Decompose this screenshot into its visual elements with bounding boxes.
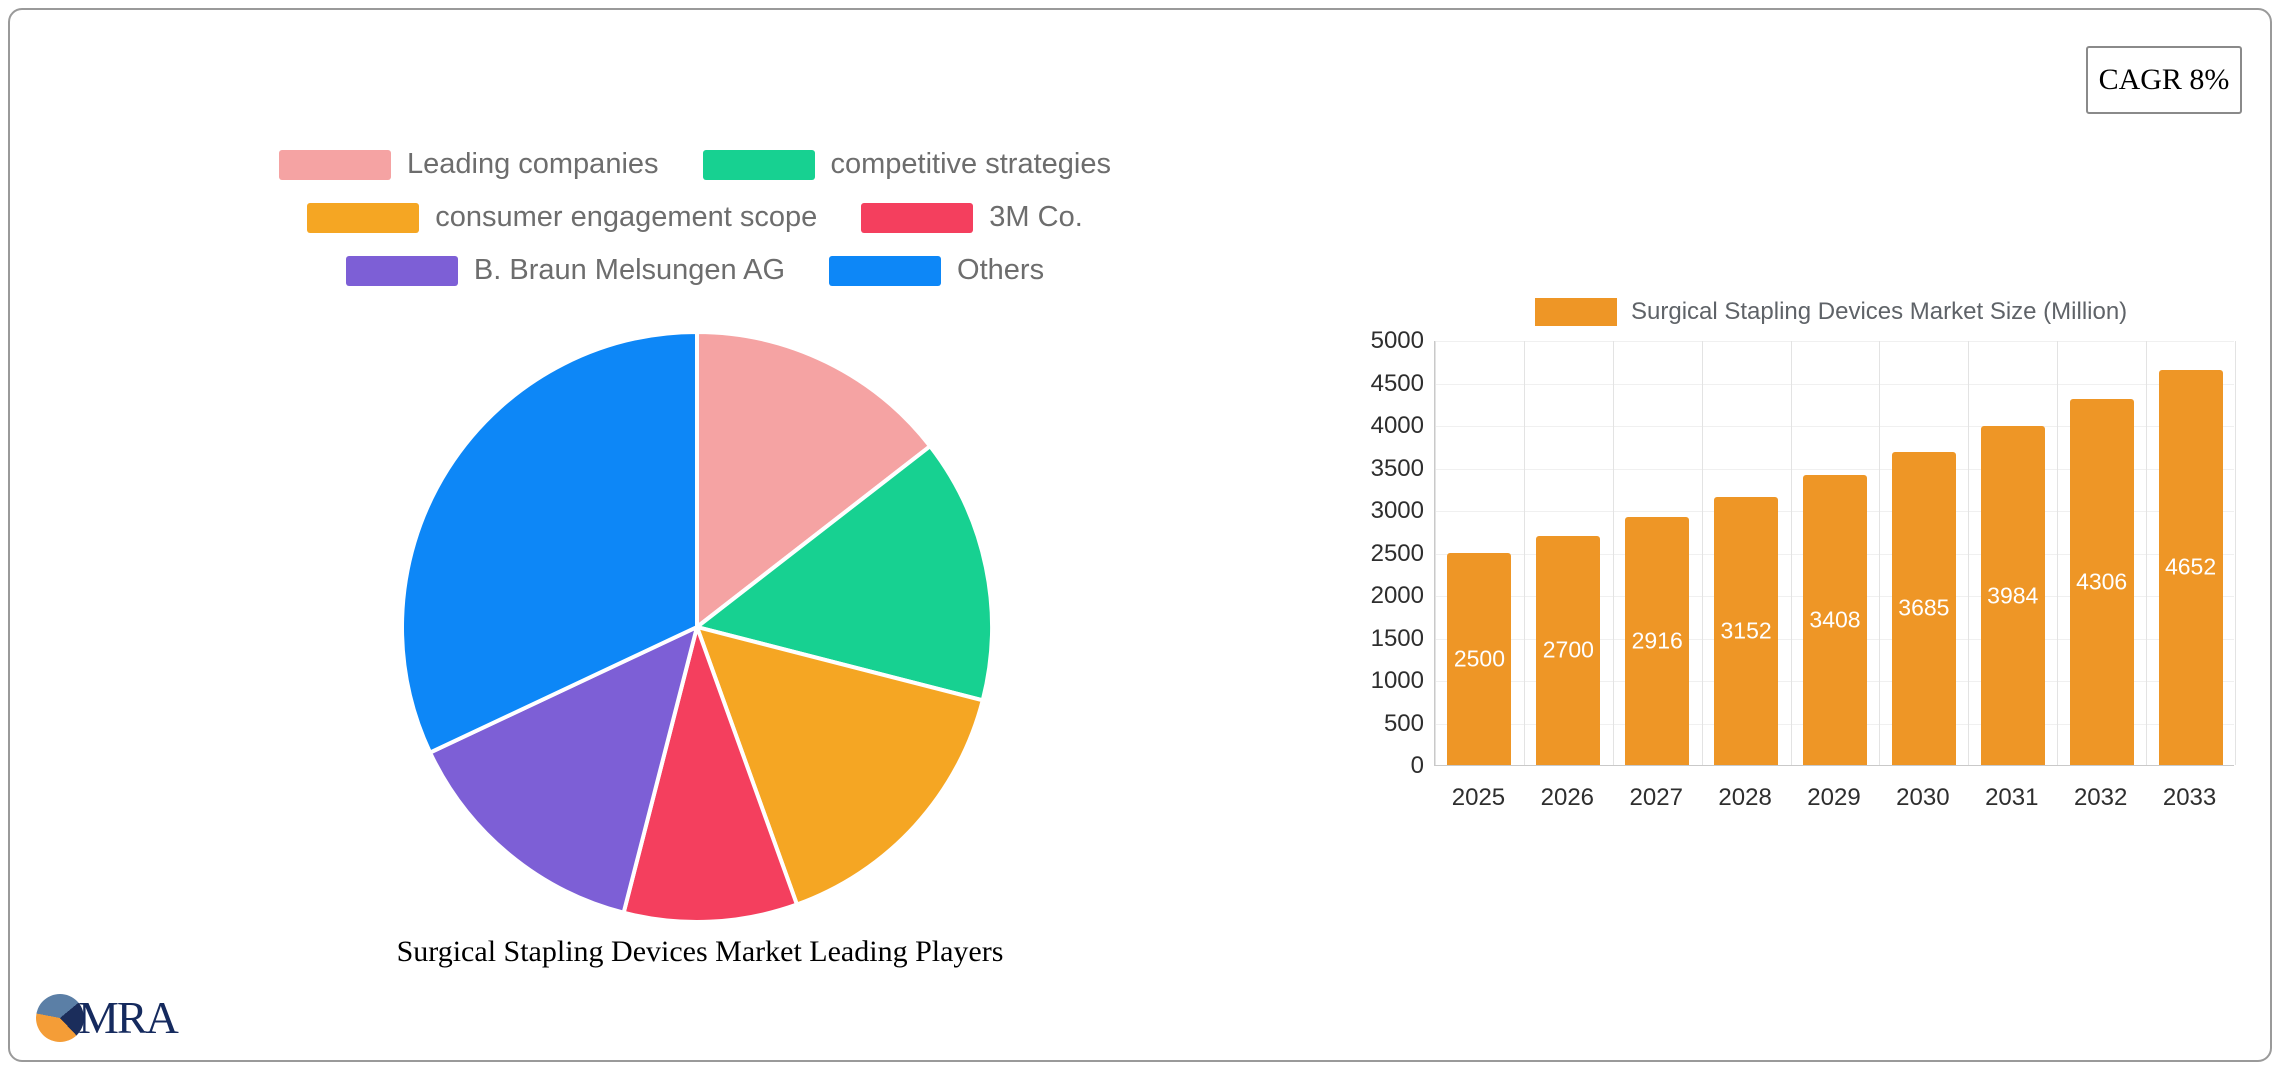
y-tick-label: 1500: [1370, 624, 1424, 652]
legend-item: Others: [829, 254, 1044, 287]
pie-legend-row: B. Braun Melsungen AG Others: [50, 254, 1340, 287]
x-tick-label: 2028: [1718, 784, 1772, 811]
y-tick-label: 4000: [1370, 412, 1424, 439]
v-gridline: [2146, 341, 2148, 765]
pie-chart-title: Surgical Stapling Devices Market Leading…: [396, 935, 1004, 968]
logo-text: MRA: [78, 992, 179, 1043]
x-axis: 2025 2026 2027 2028 2029 2030 2031 2032 2033: [1434, 784, 2234, 816]
y-tick-label: 2000: [1370, 582, 1424, 609]
x-tick-label: 2032: [2073, 784, 2128, 811]
x-tick-label: 2025: [1451, 784, 1506, 811]
v-gridline: [1790, 341, 1792, 765]
legend-swatch: [345, 255, 458, 286]
report-card: CAGR 8% Leading companies competitive str…: [8, 8, 2272, 1062]
v-gridline: [1879, 341, 1881, 765]
bar-value-label: 3984: [1987, 582, 2039, 609]
bar-value-label: 4306: [2076, 568, 2128, 595]
x-tick-label: 2030: [1896, 784, 1950, 811]
logo-pie-icon: [36, 994, 84, 1042]
legend-label: Others: [957, 254, 1045, 286]
bar: 2500: [1447, 552, 1512, 765]
cagr-badge: CAGR 8%: [2086, 46, 2242, 114]
pie-slice: [621, 625, 799, 924]
bar-value-label: 2700: [1542, 636, 1594, 663]
y-tick-label: 1000: [1370, 667, 1424, 694]
pie-legend: Leading companies competitive strategies c…: [50, 148, 1340, 307]
v-gridline: [1612, 341, 1614, 765]
pie-svg: [400, 330, 994, 924]
bar: 2700: [1536, 535, 1601, 765]
v-gridline: [2235, 341, 2236, 765]
bar: 3152: [1714, 497, 1779, 765]
bar-value-label: 3408: [1809, 606, 1861, 633]
bar: 3984: [1980, 426, 2045, 765]
bar-value-label: 3685: [1898, 594, 1950, 621]
v-gridline: [1435, 341, 1436, 765]
bar: 3408: [1803, 475, 1867, 765]
pie-legend-row: consumer engagement scope 3M Co.: [50, 201, 1340, 234]
bar-legend-label: Surgical Stapling Devices Market Size (M…: [1631, 298, 2128, 325]
pie-chart-section: Leading companies competitive strategies c…: [10, 10, 1380, 1020]
brand-logo: MRA: [36, 992, 179, 1043]
pie-legend-row: Leading companies competitive strategies: [50, 148, 1340, 181]
legend-label: competitive strategies: [830, 148, 1111, 180]
h-gridline: [1435, 426, 2234, 427]
v-gridline: [1701, 341, 1703, 765]
v-gridline: [1968, 341, 1970, 765]
legend-label: consumer engagement scope: [435, 201, 818, 233]
bar: 2916: [1625, 517, 1690, 765]
x-tick-label: 2029: [1807, 784, 1861, 811]
h-gridline: [1435, 341, 2234, 342]
y-tick-label: 2500: [1370, 539, 1424, 567]
pie-slice: [695, 330, 933, 629]
x-tick-label: 2027: [1629, 784, 1683, 811]
legend-item: competitive strategies: [702, 148, 1111, 181]
pie-slice: [400, 330, 699, 755]
pie-slice: [695, 444, 994, 703]
y-tick-label: 5000: [1370, 327, 1424, 354]
y-axis: 0 500 1000 1500 2000 2500 3000 3500 4000 4500 5000: [1360, 327, 1424, 779]
legend-swatch: [307, 202, 420, 233]
bar-value-label: 2500: [1453, 645, 1506, 672]
legend-item: consumer engagement scope: [307, 201, 817, 234]
legend-swatch: [702, 149, 815, 180]
bar: 4652: [2158, 369, 2223, 765]
bar-plot: 2500 2700 2916 3152 3408 3685 3984 4306 4652: [1434, 341, 2236, 766]
y-tick-label: 3500: [1370, 454, 1424, 482]
h-gridline: [1435, 383, 2234, 385]
legend-label: Leading companies: [407, 148, 659, 180]
bar-legend-swatch: [1535, 298, 1617, 326]
y-tick-label: 3000: [1370, 497, 1424, 524]
x-tick-label: 2033: [2162, 784, 2217, 811]
v-gridline: [2057, 341, 2059, 765]
legend-item: B. Braun Melsungen AG: [345, 254, 786, 287]
bar: 3685: [1891, 451, 1956, 765]
bar-value-label: 4652: [2164, 553, 2217, 580]
legend-swatch: [861, 202, 974, 233]
x-tick-label: 2031: [1985, 784, 2039, 811]
cagr-label: CAGR 8%: [2098, 63, 2230, 96]
y-tick-label: 4500: [1370, 369, 1424, 397]
bar-value-label: 3152: [1720, 617, 1772, 644]
x-tick-label: 2026: [1540, 784, 1595, 811]
bar: 4306: [2069, 399, 2134, 765]
legend-swatch: [279, 149, 391, 180]
pie-slice: [695, 625, 985, 907]
y-tick-label: 0: [1410, 752, 1424, 779]
legend-item: Leading companies: [279, 148, 659, 181]
pie-slice: [428, 625, 699, 915]
bar-legend: Surgical Stapling Devices Market Size (M…: [1535, 298, 2127, 326]
legend-label: B. Braun Melsungen AG: [473, 254, 786, 286]
bar-value-label: 2916: [1631, 627, 1683, 654]
legend-swatch: [829, 255, 942, 286]
h-gridline: [1435, 468, 2234, 470]
legend-label: 3M Co.: [989, 201, 1083, 233]
v-gridline: [1523, 341, 1525, 765]
y-tick-label: 500: [1383, 709, 1424, 737]
bar-chart-section: Surgical Stapling Devices Market Size (M…: [1360, 290, 2265, 850]
legend-item: 3M Co.: [861, 201, 1083, 234]
